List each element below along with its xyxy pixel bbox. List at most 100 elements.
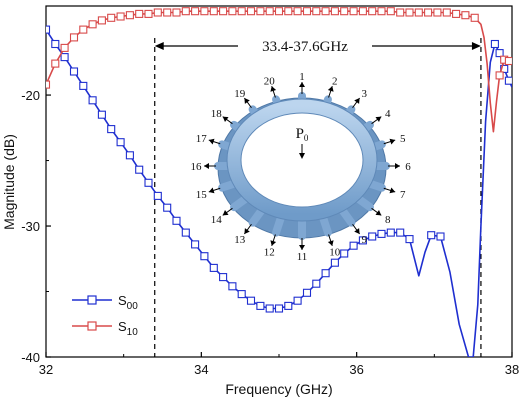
series-s00-marker: [265, 304, 274, 313]
series-s10-marker: [163, 8, 172, 17]
series-s10-marker: [200, 7, 209, 16]
series-s10-marker: [321, 7, 330, 16]
series-s10-marker: [470, 13, 479, 22]
series-s10-marker: [153, 8, 162, 17]
series-s00-marker: [490, 39, 499, 49]
series-s00-marker: [246, 296, 256, 305]
series-s00-marker: [46, 25, 51, 34]
series-s00-marker: [504, 76, 512, 85]
ring-inner: [240, 112, 364, 208]
series-s00-marker: [144, 178, 153, 187]
x-axis-ticks: 32 34 36 38: [39, 352, 519, 377]
port-number: 6: [405, 161, 411, 173]
series-s10-marker: [97, 16, 106, 25]
series-s10-marker: [172, 8, 181, 17]
series-s00-marker: [349, 241, 358, 250]
series-s10-marker: [495, 71, 504, 80]
ring-outer-edge: [226, 98, 378, 222]
port-number: 9: [362, 234, 368, 246]
series-s10-marker: [274, 7, 284, 16]
port-number: 7: [400, 189, 406, 201]
series-s10-marker: [368, 7, 377, 16]
series-s10-marker: [237, 7, 246, 16]
port-arrowhead: [204, 163, 209, 169]
series-s10-marker: [377, 7, 386, 16]
port-arrowhead: [327, 240, 334, 246]
port-arrowhead: [222, 210, 229, 216]
series-s00-marker: [293, 296, 302, 305]
series-s10-marker: [135, 9, 144, 18]
port-arrowhead: [208, 187, 215, 194]
series-s00-marker: [312, 279, 321, 288]
y-axis-label: Magnitude (dB): [1, 134, 17, 230]
legend-s00-marker: [87, 295, 97, 305]
x-tick-label: 32: [39, 362, 53, 377]
series-s10-marker: [386, 7, 395, 16]
port-arrowhead: [222, 116, 229, 122]
band-arrowhead-left: [154, 42, 164, 50]
series-s10-marker: [461, 11, 470, 20]
series-s10-marker: [46, 80, 51, 89]
series-s00: [46, 25, 512, 357]
x-tick-label: 38: [505, 362, 519, 377]
legend-s10-marker: [87, 321, 97, 331]
band-label: 33.4-37.6GHz: [262, 39, 348, 55]
series-s00-marker: [153, 191, 162, 200]
series-s00-marker: [284, 301, 293, 310]
port-arrowhead: [389, 138, 396, 145]
port-arrowhead: [354, 98, 360, 104]
port-arrowhead: [244, 98, 250, 104]
series-s10-marker: [312, 7, 321, 16]
port-arrowhead: [327, 86, 334, 92]
series-s00-marker: [386, 228, 395, 237]
series-s10-marker: [293, 7, 302, 16]
center-port-label: P0: [296, 126, 309, 143]
series-s10-marker: [88, 20, 97, 29]
port-number: 12: [264, 247, 275, 259]
series-s00-marker: [51, 39, 60, 49]
y-axis-ticks: -40 -30 -20: [21, 29, 51, 365]
port-number: 4: [385, 108, 391, 120]
series-s00-marker: [79, 81, 88, 90]
series-s00-marker: [321, 269, 330, 278]
series-s00-marker: [377, 229, 386, 238]
port-arrowhead: [375, 210, 382, 216]
port-number: 20: [264, 75, 276, 87]
series-s00-marker: [181, 228, 190, 237]
port-number: 17: [196, 133, 208, 145]
series-s10-marker: [69, 33, 79, 42]
series-s10-marker: [51, 59, 60, 68]
series-s00-marker: [396, 228, 405, 237]
series-s10-marker: [60, 43, 69, 52]
port-arrowhead: [270, 86, 277, 92]
port-arrowhead: [354, 228, 360, 234]
series-s10-marker: [424, 8, 433, 17]
series-s10-marker: [265, 7, 274, 16]
port-number: 10: [329, 247, 341, 259]
x-axis-label: Frequency (GHz): [225, 381, 332, 397]
port-number: 13: [234, 234, 246, 246]
port-arrowhead: [375, 116, 382, 122]
series-s00-marker: [209, 263, 218, 272]
port-number: 2: [332, 75, 338, 87]
series-s00-marker: [125, 151, 134, 160]
x-tick-label: 34: [194, 362, 208, 377]
series-s10-marker: [396, 8, 405, 17]
series-s10-marker: [191, 7, 200, 16]
series-s10-marker: [414, 8, 423, 17]
series-s10-marker: [433, 8, 442, 17]
series-s00-marker: [116, 138, 125, 147]
series-s00-marker: [219, 273, 228, 282]
series-s00-marker: [405, 235, 414, 244]
series-s00-marker: [256, 301, 265, 310]
series-s00-marker: [330, 258, 339, 267]
legend: S00 S10: [72, 293, 138, 338]
series-s00-marker: [97, 110, 106, 119]
series-s00-marker: [340, 249, 349, 258]
series-s00-marker: [88, 96, 97, 105]
series-s00-marker: [172, 216, 181, 225]
port-arrowhead: [395, 163, 400, 169]
port-arrowhead: [244, 228, 250, 234]
